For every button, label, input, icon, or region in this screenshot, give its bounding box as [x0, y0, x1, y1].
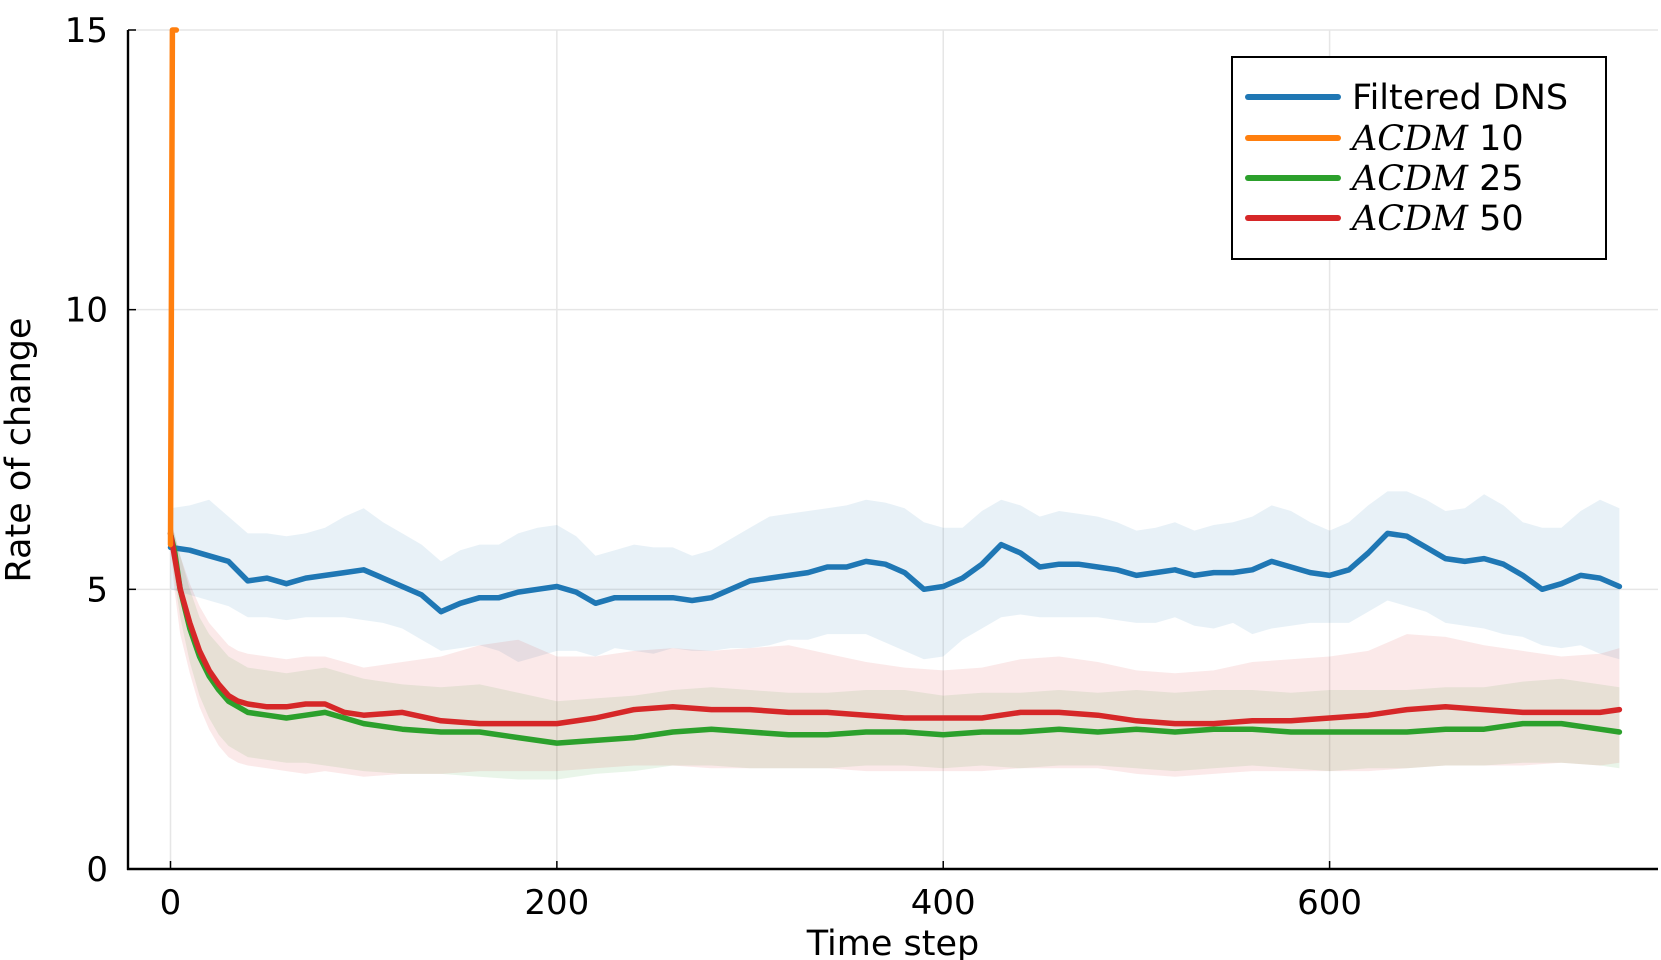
x-axis-title: Time step — [806, 924, 980, 960]
series-line-2 — [167, 27, 180, 548]
legend-label: ACDM 25 — [1349, 159, 1524, 199]
legend-label: ACDM 50 — [1349, 199, 1524, 239]
series-line-1 — [167, 530, 1623, 615]
confidence-band-1 — [170, 491, 1620, 662]
series-line-3 — [167, 530, 1623, 746]
axes — [126, 30, 1658, 871]
confidence-band-4 — [170, 516, 1620, 777]
y-tick-label: 15 — [65, 11, 108, 51]
legend-label: Filtered DNS — [1352, 78, 1568, 118]
x-tick-label: 0 — [160, 883, 182, 923]
y-tick-label: 0 — [86, 850, 108, 890]
y-tick-label: 5 — [86, 570, 108, 610]
series-lines — [167, 27, 1623, 746]
y-axis-title: Rate of change — [0, 317, 39, 582]
x-tick-label: 400 — [911, 883, 976, 923]
legend-label: ACDM 10 — [1349, 119, 1524, 159]
series-line-4 — [167, 530, 1623, 727]
tick-labels: 0 200 400 600 0 5 10 15 — [65, 11, 1362, 923]
x-tick-label: 600 — [1297, 883, 1362, 923]
confidence-bands — [170, 491, 1620, 780]
legend-box — [1231, 56, 1607, 260]
y-tick-label: 10 — [65, 291, 108, 331]
x-tick-label: 200 — [524, 883, 589, 923]
confidence-band-3 — [170, 522, 1620, 780]
